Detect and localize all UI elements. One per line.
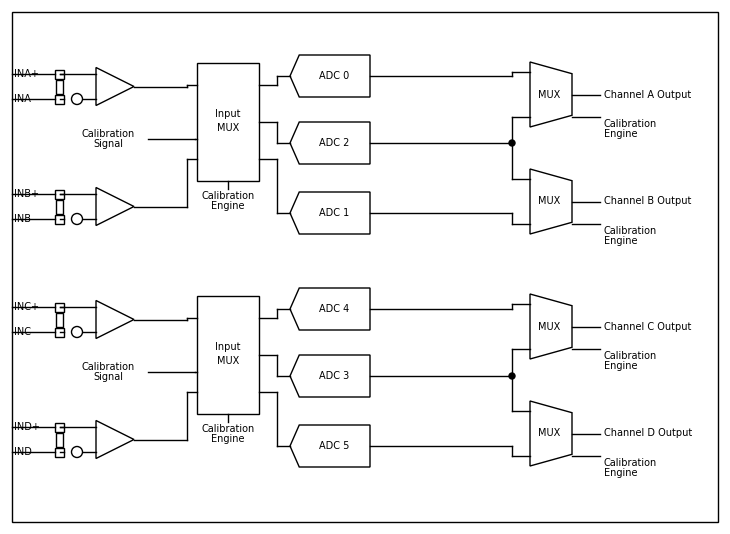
Text: INA-: INA- [14,94,34,104]
Bar [55,327,64,336]
Bar [56,433,63,446]
Text: ADC 4: ADC 4 [319,304,349,314]
Text: Calibration: Calibration [81,362,134,372]
Text: Input: Input [215,342,241,352]
Polygon shape [530,294,572,359]
Bar [55,447,64,457]
Text: Channel C Output: Channel C Output [604,321,691,332]
Circle shape [509,373,515,379]
Polygon shape [530,169,572,234]
Text: MUX: MUX [538,197,560,207]
Text: Input: Input [215,109,241,119]
Circle shape [72,214,82,224]
Text: Channel B Output: Channel B Output [604,197,691,207]
Text: Signal: Signal [93,139,123,149]
Text: Engine: Engine [604,129,637,139]
Text: MUX: MUX [217,356,239,366]
Bar [55,69,64,78]
Text: INB-: INB- [14,214,34,224]
Bar [55,215,64,224]
Polygon shape [96,301,134,339]
Bar [197,63,259,181]
Text: Calibration: Calibration [201,191,255,201]
Text: INA+: INA+ [14,69,39,79]
Text: Calibration: Calibration [604,351,657,361]
Circle shape [72,446,82,458]
Text: Channel D Output: Channel D Output [604,428,692,438]
Text: IND+: IND+ [14,422,40,432]
Polygon shape [290,425,370,467]
Text: ADC 3: ADC 3 [319,371,349,381]
Text: Engine: Engine [604,236,637,246]
Text: MUX: MUX [217,123,239,133]
Text: Calibration: Calibration [81,129,134,139]
Text: ADC 1: ADC 1 [319,208,349,218]
Circle shape [72,326,82,337]
Polygon shape [290,55,370,97]
Polygon shape [290,355,370,397]
Bar [56,80,63,93]
Bar [55,190,64,199]
Circle shape [509,140,515,146]
Bar [56,312,63,326]
Text: Calibration: Calibration [201,424,255,434]
Text: Calibration: Calibration [604,458,657,468]
Text: INC-: INC- [14,327,34,337]
Polygon shape [96,420,134,459]
Polygon shape [290,122,370,164]
Text: Engine: Engine [211,201,245,211]
Text: INB+: INB+ [14,189,39,199]
Polygon shape [96,67,134,106]
Text: INC+: INC+ [14,302,39,312]
Text: MUX: MUX [538,90,560,99]
Polygon shape [96,187,134,225]
Text: Calibration: Calibration [604,226,657,236]
Polygon shape [530,401,572,466]
Bar [55,95,64,104]
Bar [56,200,63,214]
Text: Engine: Engine [604,468,637,478]
Text: ADC 5: ADC 5 [319,441,349,451]
Text: MUX: MUX [538,428,560,438]
Bar [55,302,64,311]
Text: Signal: Signal [93,372,123,382]
Text: Channel A Output: Channel A Output [604,90,691,99]
Circle shape [72,93,82,105]
Text: ADC 0: ADC 0 [319,71,349,81]
Polygon shape [530,62,572,127]
Text: MUX: MUX [538,321,560,332]
Polygon shape [290,192,370,234]
Text: Engine: Engine [211,434,245,444]
Text: Calibration: Calibration [604,119,657,129]
Text: ADC 2: ADC 2 [319,138,349,148]
Polygon shape [290,288,370,330]
Text: Engine: Engine [604,361,637,371]
Bar [55,422,64,431]
Text: IND-: IND- [14,447,35,457]
Bar [197,296,259,414]
